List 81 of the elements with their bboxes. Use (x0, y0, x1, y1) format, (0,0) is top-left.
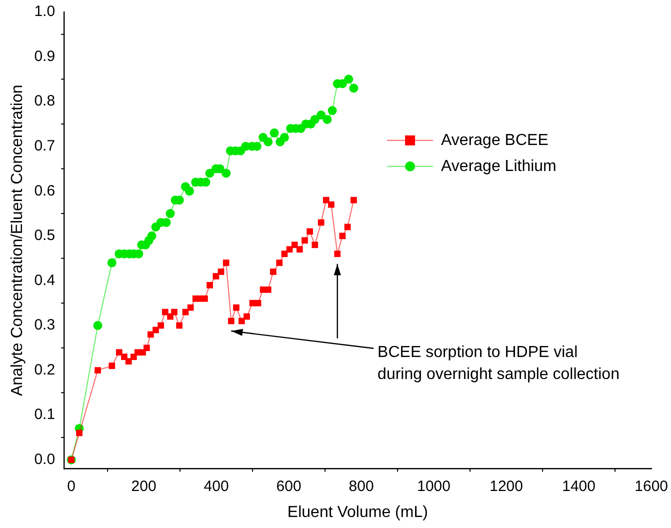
point (270, 268, 276, 275)
x-tick-label: 1200 (490, 478, 523, 495)
point (281, 250, 288, 258)
point (316, 110, 326, 120)
point (116, 349, 122, 356)
point (218, 268, 224, 275)
point (222, 260, 230, 266)
point (339, 232, 346, 240)
point (334, 250, 341, 258)
y-tick-label: 0.8 (34, 92, 56, 110)
point (349, 84, 358, 93)
point (310, 114, 320, 124)
point (212, 273, 220, 280)
point (121, 354, 128, 360)
point (302, 237, 308, 244)
point (125, 358, 132, 364)
point (166, 209, 175, 218)
point (291, 242, 298, 248)
point (206, 282, 213, 288)
point (205, 168, 214, 178)
point (148, 331, 154, 338)
point (244, 313, 250, 320)
x-tick-label: 1000 (417, 478, 450, 495)
y-tick-label: 0.3 (34, 316, 56, 334)
point (276, 260, 283, 266)
point (328, 201, 334, 208)
x-tick-label: 200 (131, 478, 156, 495)
annotation: BCEE sorption to HDPE vial during overnight sample collection (378, 344, 620, 383)
x-axis-title: Eluent Volume (mL) (287, 504, 428, 521)
point (222, 168, 231, 178)
y-tick-label: 0.4 (34, 272, 56, 289)
point (228, 318, 234, 324)
point (184, 186, 194, 196)
point (264, 137, 273, 146)
y-tick-label: 0.5 (34, 227, 56, 244)
point (171, 308, 178, 316)
y-tick-label: 0.1 (34, 406, 56, 424)
point (254, 300, 262, 306)
point (94, 367, 101, 374)
point (162, 308, 168, 316)
point (264, 286, 272, 293)
point (108, 362, 116, 369)
x-tick-label: 0 (67, 478, 76, 495)
point (280, 132, 289, 142)
point (147, 231, 156, 240)
point (202, 295, 208, 302)
point (76, 430, 82, 436)
y-tick-label: 0.6 (34, 182, 56, 200)
x-tick-label: 800 (348, 478, 374, 495)
x-tick-label: 1400 (562, 478, 596, 495)
x-tick-label: 400 (204, 478, 229, 495)
point (158, 322, 164, 329)
point (93, 320, 102, 330)
point (344, 74, 354, 84)
point (328, 106, 337, 116)
point (306, 228, 314, 235)
y-axis-title: Analyte Concentration/Eluent Concentration (9, 84, 26, 396)
point (312, 242, 318, 248)
point (233, 304, 240, 311)
point (318, 219, 324, 226)
y-tick-label: 0.2 (34, 361, 56, 378)
point (144, 344, 150, 352)
point (107, 258, 116, 268)
y-tick-label: 0.7 (34, 137, 56, 154)
point (270, 128, 279, 138)
point (187, 304, 194, 311)
point (350, 196, 357, 204)
point (286, 246, 293, 253)
y-tick-label: 1.0 (34, 3, 56, 20)
point (296, 246, 303, 253)
point (322, 196, 330, 204)
x-tick-label: 600 (276, 478, 302, 495)
point (176, 322, 183, 329)
point (322, 114, 332, 124)
point (152, 326, 159, 334)
y-tick-label: 0.0 (34, 450, 56, 468)
x-tick-label: 1600 (634, 478, 668, 495)
point (238, 318, 245, 324)
legend-label: Average Lithium (441, 158, 556, 175)
legend-label: Average BCEE (441, 132, 548, 149)
y-tick-label: 0.9 (34, 48, 56, 65)
